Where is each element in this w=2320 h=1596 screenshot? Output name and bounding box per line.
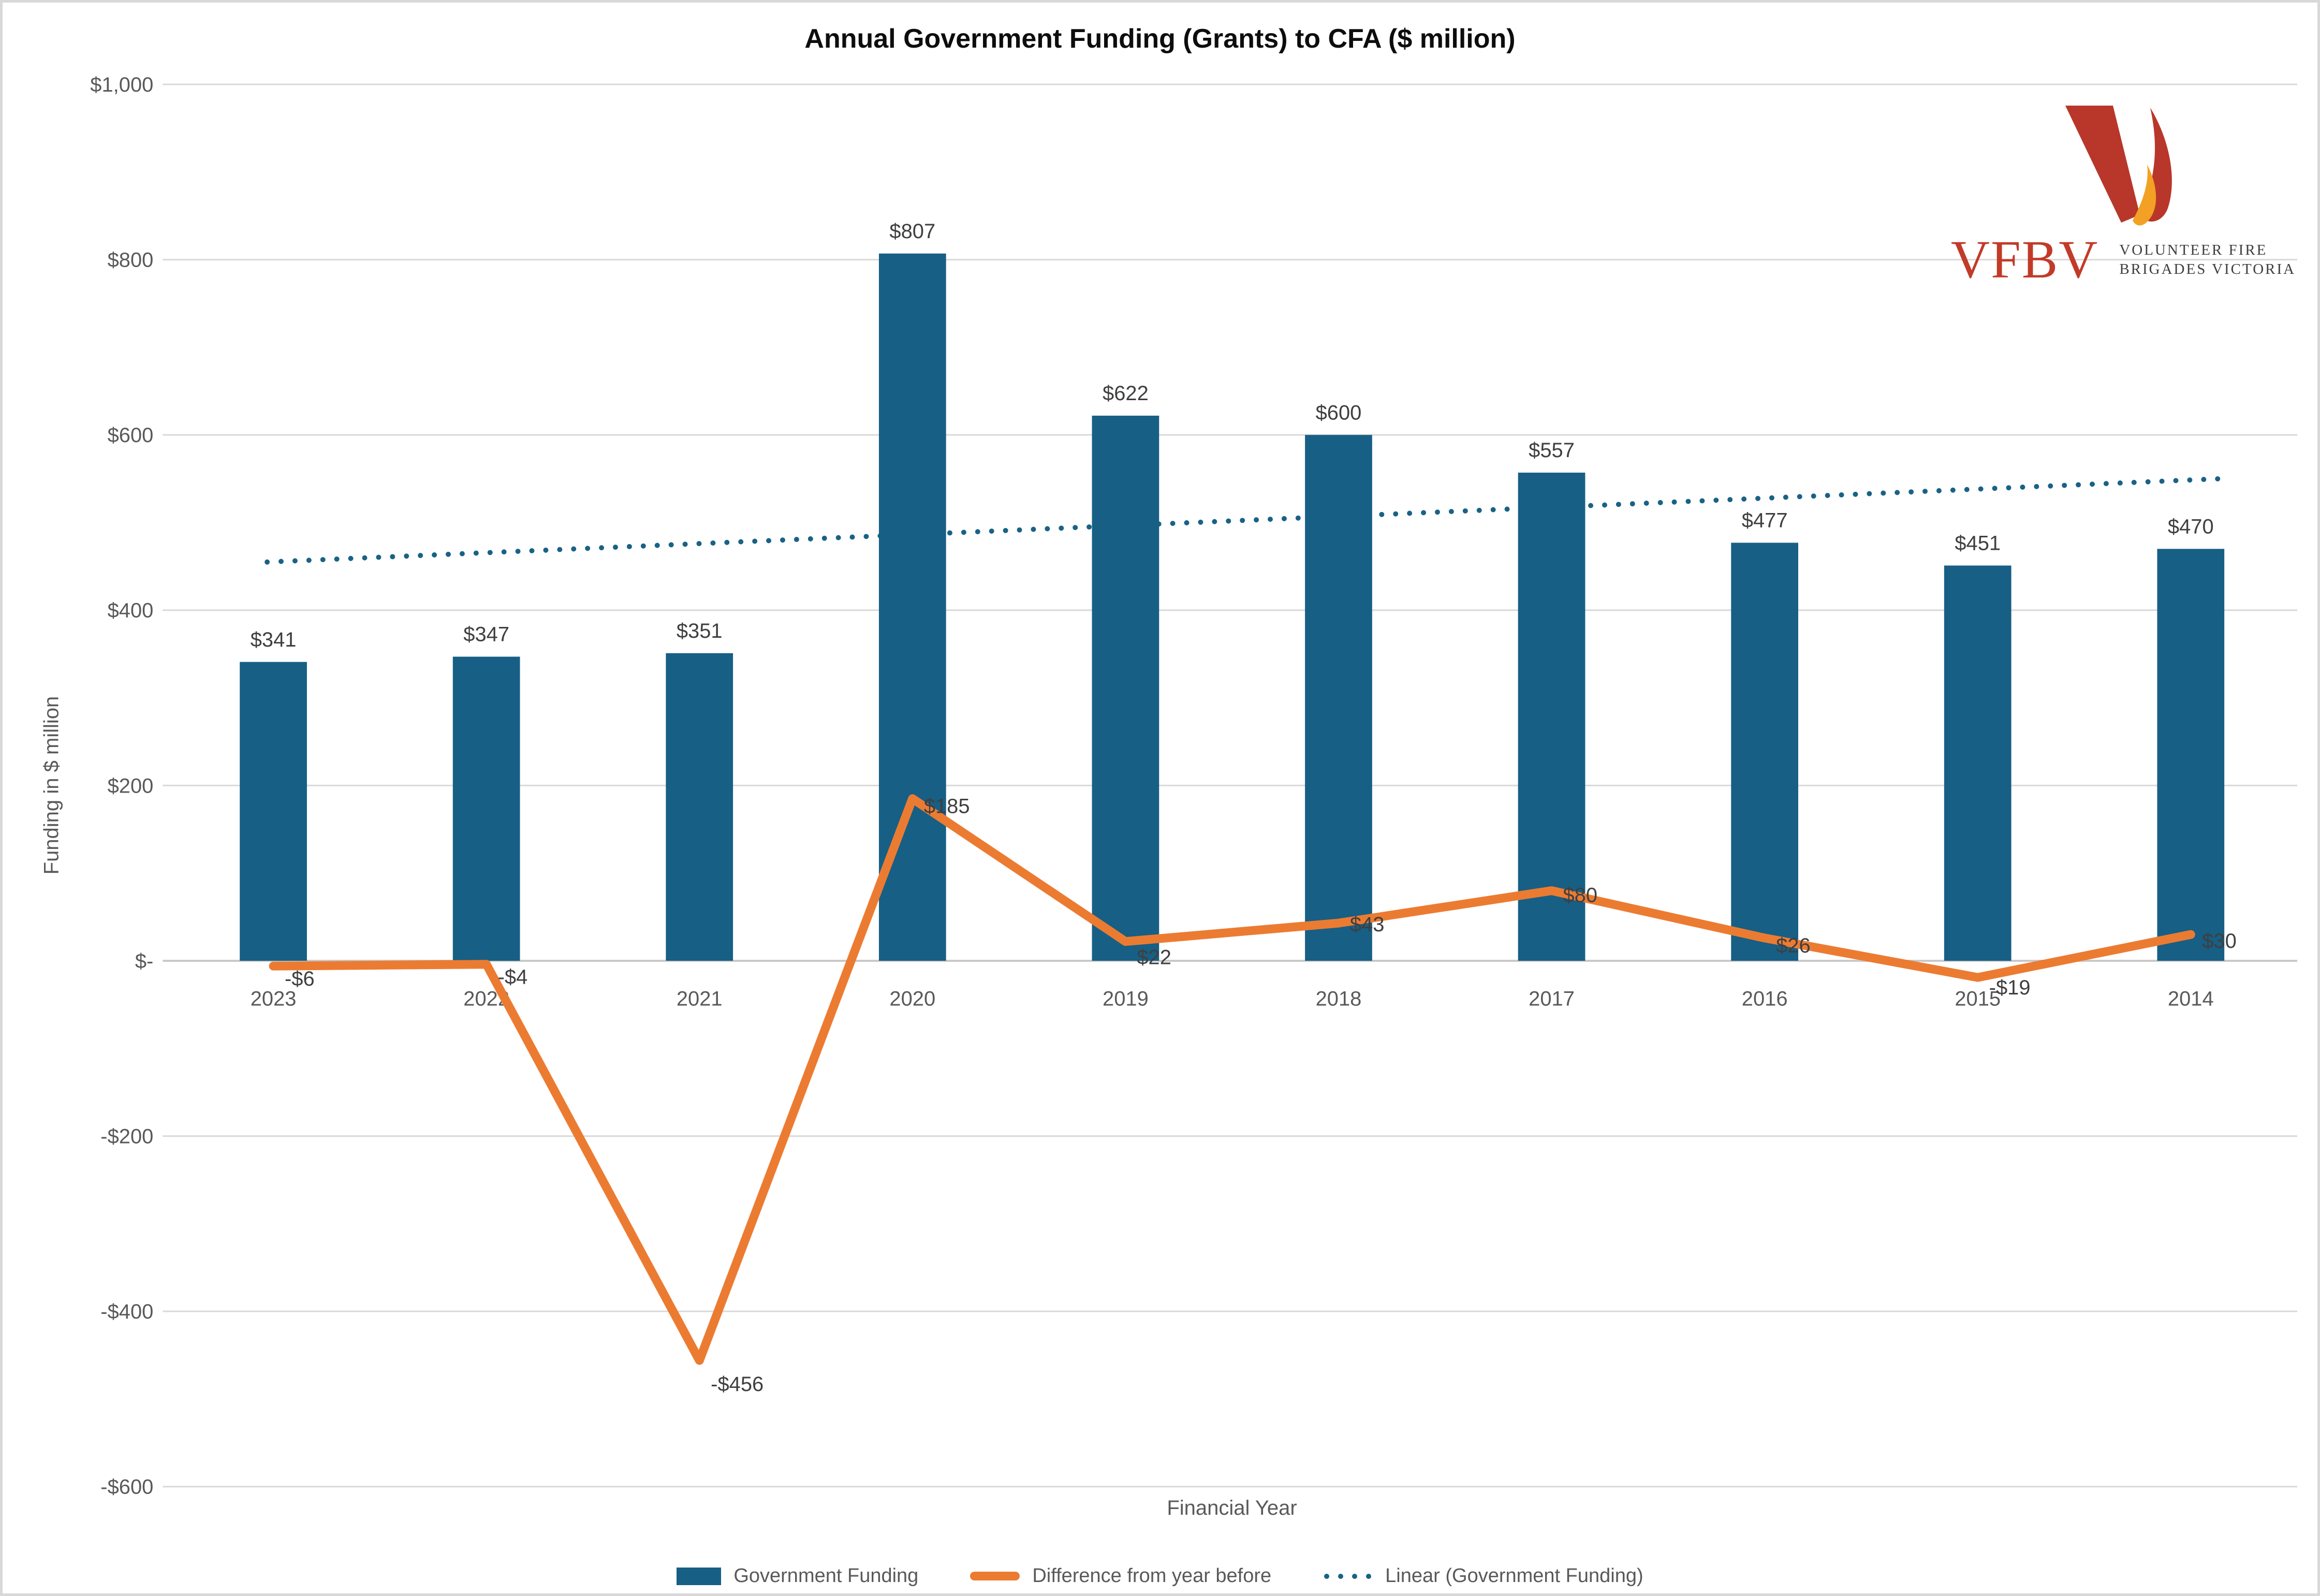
bar-data-label: $451 xyxy=(1955,532,2001,555)
bar-data-label: $557 xyxy=(1529,439,1575,462)
line-data-label: $22 xyxy=(1137,946,1171,969)
difference-line xyxy=(269,794,2195,1365)
bar-data-label: $351 xyxy=(677,620,723,642)
vfbv-logo: VFBV VOLUNTEER FIRE BRIGADES VICTORIA xyxy=(1951,104,2294,287)
bar xyxy=(240,662,307,961)
logo-tagline-line2: BRIGADES VICTORIA xyxy=(2119,261,2296,277)
bar xyxy=(452,656,520,961)
logo-tagline-line1: VOLUNTEER FIRE xyxy=(2119,242,2268,258)
line-data-label: $185 xyxy=(924,795,970,818)
bar xyxy=(1944,565,2011,961)
y-tick-label: $800 xyxy=(108,249,154,272)
bar xyxy=(2157,549,2225,961)
legend-label-difference: Difference from year before xyxy=(1032,1565,1272,1587)
line-data-label: -$4 xyxy=(498,966,528,989)
legend-label-government-funding: Government Funding xyxy=(733,1565,919,1587)
line-data-label: -$456 xyxy=(711,1373,763,1396)
legend-bar-swatch-icon xyxy=(677,1567,722,1585)
trendline xyxy=(265,476,2222,565)
bar xyxy=(1092,415,1159,961)
chart-title: Annual Government Funding (Grants) to CF… xyxy=(804,24,1516,54)
y-tick-label: $- xyxy=(135,950,153,973)
y-tick-label: $200 xyxy=(108,774,154,797)
legend-item-difference: Difference from year before xyxy=(970,1565,1271,1587)
x-tick-label: 2015 xyxy=(1955,988,2001,1011)
bar-data-label: $807 xyxy=(889,220,935,243)
bar-data-label: $341 xyxy=(251,628,297,651)
line-data-label: $26 xyxy=(1776,934,1811,957)
legend-dotted-swatch-icon xyxy=(1324,1573,1373,1579)
x-tick-label: 2020 xyxy=(889,988,935,1011)
vfbv-flame-icon xyxy=(2065,106,2172,226)
x-tick-label: 2014 xyxy=(2168,988,2214,1011)
line-data-label: -$19 xyxy=(1989,976,2031,999)
x-tick-label: 2017 xyxy=(1529,988,1575,1011)
line-data-label: $30 xyxy=(2202,930,2237,953)
bar-data-label: $470 xyxy=(2168,515,2214,538)
logo-wordmark: VFBV xyxy=(1950,230,2099,289)
y-tick-label: $600 xyxy=(108,424,154,447)
bar xyxy=(878,253,946,961)
y-tick-label: $400 xyxy=(108,599,154,622)
y-tick-label: -$600 xyxy=(100,1476,153,1499)
y-tick-label: -$400 xyxy=(100,1300,153,1323)
y-axis-title: Funding in $ million xyxy=(40,696,63,875)
chart-canvas: $1,000 $800 $600 $400 $200 $- -$200 -$400 -$600 2… xyxy=(90,74,2298,1499)
legend-line-swatch-icon xyxy=(970,1572,1020,1580)
y-tick-label: -$200 xyxy=(100,1125,153,1148)
x-axis-title: Financial Year xyxy=(1167,1497,1297,1519)
bar xyxy=(1731,543,1798,961)
x-tick-label: 2018 xyxy=(1316,988,1362,1011)
y-tick-label: $1,000 xyxy=(90,74,153,96)
line-data-label: -$6 xyxy=(285,968,315,990)
x-tick-label: 2019 xyxy=(1103,988,1149,1011)
legend-item-linear: Linear (Government Funding) xyxy=(1323,1565,1643,1587)
bar xyxy=(1518,472,1585,961)
x-tick-label: 2021 xyxy=(677,988,723,1011)
bar xyxy=(1305,435,1372,961)
bar xyxy=(666,653,733,961)
bar-data-label: $477 xyxy=(1742,509,1788,532)
x-tick-label: 2016 xyxy=(1742,988,1788,1011)
legend-item-government-funding: Government Funding xyxy=(677,1565,918,1587)
line-data-label: $80 xyxy=(1563,884,1598,906)
chart-legend: Government Funding Difference from year … xyxy=(3,1565,2317,1587)
bar-data-label: $347 xyxy=(463,623,509,646)
line-data-label: $43 xyxy=(1350,913,1385,936)
logo-tagline: VOLUNTEER FIRE BRIGADES VICTORIA xyxy=(2119,241,2296,279)
x-tick-label: 2023 xyxy=(251,988,297,1011)
bar-data-label: $622 xyxy=(1103,382,1149,405)
bar-data-label: $600 xyxy=(1316,401,1362,424)
legend-label-linear: Linear (Government Funding) xyxy=(1385,1565,1643,1587)
logo-text-row: VFBV VOLUNTEER FIRE BRIGADES VICTORIA xyxy=(1951,233,2294,287)
